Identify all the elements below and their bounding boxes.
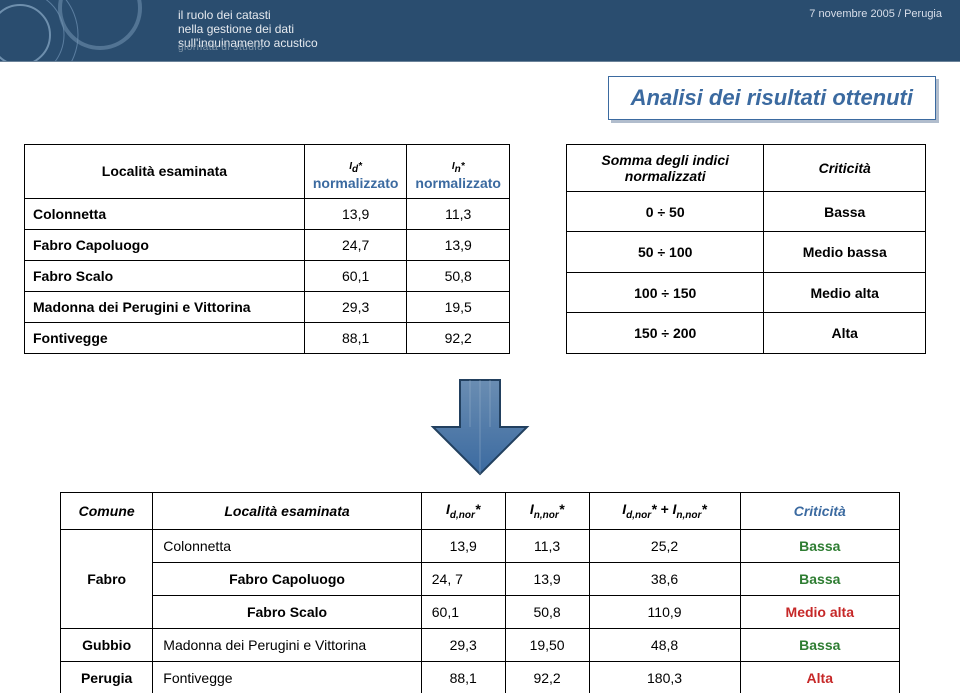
cell-in: 11,3 [407, 198, 510, 229]
cell-crit: Bassa [764, 192, 926, 232]
cell-id: 13,9 [304, 198, 407, 229]
table-row: Fabro Capoluogo24,713,9 [25, 229, 510, 260]
th-id-norm: Id* normalizzato [304, 145, 407, 199]
cell-crit: Bassa [740, 628, 899, 661]
cell-loc: Fabro Scalo [153, 595, 421, 628]
table-row: 150 ÷ 200Alta [567, 313, 926, 353]
table-row: Fabro Scalo60,150,8110,9Medio alta [61, 595, 900, 628]
cell-loc: Fabro Capoluogo [25, 229, 305, 260]
th-comune: Comune [61, 493, 153, 530]
table-row: Fontivegge88,192,2 [25, 322, 510, 353]
cell-crit: Medio bassa [764, 232, 926, 272]
table-indices: Località esaminata Id* normalizzato In* … [24, 144, 510, 354]
table-row: 100 ÷ 150Medio alta [567, 272, 926, 312]
cell-comune: Fabro [61, 529, 153, 628]
th-somma: Somma degli indici normalizzati [567, 145, 764, 192]
cell-loc: Madonna dei Perugini e Vittorina [25, 291, 305, 322]
table-criticita-scale: Somma degli indici normalizzati Criticit… [566, 144, 926, 354]
th-sum: Id,nor* + In,nor* [589, 493, 740, 530]
th-in-norm: In* normalizzato [407, 145, 510, 199]
th-crit2: Criticità [740, 493, 899, 530]
cell-range: 50 ÷ 100 [567, 232, 764, 272]
cell-id: 88,1 [421, 661, 505, 693]
cell-in: 11,3 [505, 529, 589, 562]
table-row: Fabro Capoluogo24, 713,938,6Bassa [61, 562, 900, 595]
th-criticita: Criticità [764, 145, 926, 192]
cell-range: 150 ÷ 200 [567, 313, 764, 353]
th-localita2: Località esaminata [153, 493, 421, 530]
cell-loc: Colonnetta [153, 529, 421, 562]
cell-sum: 25,2 [589, 529, 740, 562]
cell-in: 92,2 [505, 661, 589, 693]
cell-loc: Fabro Capoluogo [153, 562, 421, 595]
cell-sum: 180,3 [589, 661, 740, 693]
cell-comune: Perugia [61, 661, 153, 693]
cell-in: 50,8 [407, 260, 510, 291]
down-arrow [425, 372, 535, 482]
cell-crit: Medio alta [740, 595, 899, 628]
cell-sum: 48,8 [589, 628, 740, 661]
th-innor: In,nor* [505, 493, 589, 530]
cell-id: 29,3 [304, 291, 407, 322]
cell-sum: 110,9 [589, 595, 740, 628]
table-row: 0 ÷ 50Bassa [567, 192, 926, 232]
cell-loc: Colonnetta [25, 198, 305, 229]
cell-in: 13,9 [407, 229, 510, 260]
cell-id: 24,7 [304, 229, 407, 260]
th-idnor: Id,nor* [421, 493, 505, 530]
cell-range: 0 ÷ 50 [567, 192, 764, 232]
table-row: PerugiaFontivegge88,192,2180,3Alta [61, 661, 900, 693]
cell-id: 88,1 [304, 322, 407, 353]
th-localita: Località esaminata [25, 145, 305, 199]
table-row: Colonnetta13,911,3 [25, 198, 510, 229]
cell-loc: Fontivegge [153, 661, 421, 693]
cell-crit: Bassa [740, 529, 899, 562]
banner-date: 7 novembre 2005 / Perugia [809, 8, 942, 20]
cell-loc: Madonna dei Perugini e Vittorina [153, 628, 421, 661]
table-row: 50 ÷ 100Medio bassa [567, 232, 926, 272]
header-banner: il ruolo dei catasti nella gestione dei … [0, 0, 960, 62]
cell-id: 29,3 [421, 628, 505, 661]
cell-id: 60,1 [304, 260, 407, 291]
cell-crit: Alta [740, 661, 899, 693]
banner-line2: nella gestione dei dati [178, 22, 318, 36]
cell-sum: 38,6 [589, 562, 740, 595]
cell-id: 60,1 [421, 595, 505, 628]
table-row: GubbioMadonna dei Perugini e Vittorina29… [61, 628, 900, 661]
banner-subtag: giornata di studio [178, 42, 263, 53]
cell-loc: Fontivegge [25, 322, 305, 353]
cell-crit: Alta [764, 313, 926, 353]
banner-circles-decoration [0, 0, 160, 62]
cell-crit: Medio alta [764, 272, 926, 312]
cell-comune: Gubbio [61, 628, 153, 661]
cell-in: 13,9 [505, 562, 589, 595]
table-row: Madonna dei Perugini e Vittorina29,319,5 [25, 291, 510, 322]
cell-id: 13,9 [421, 529, 505, 562]
table-row: Fabro Scalo60,150,8 [25, 260, 510, 291]
table-row: FabroColonnetta13,911,325,2Bassa [61, 529, 900, 562]
slide-title: Analisi dei risultati ottenuti [608, 76, 936, 120]
cell-crit: Bassa [740, 562, 899, 595]
cell-loc: Fabro Scalo [25, 260, 305, 291]
table-results: Comune Località esaminata Id,nor* In,nor… [60, 492, 900, 693]
cell-id: 24, 7 [421, 562, 505, 595]
cell-range: 100 ÷ 150 [567, 272, 764, 312]
banner-line1: il ruolo dei catasti [178, 8, 318, 22]
cell-in: 19,50 [505, 628, 589, 661]
cell-in: 19,5 [407, 291, 510, 322]
cell-in: 92,2 [407, 322, 510, 353]
cell-in: 50,8 [505, 595, 589, 628]
